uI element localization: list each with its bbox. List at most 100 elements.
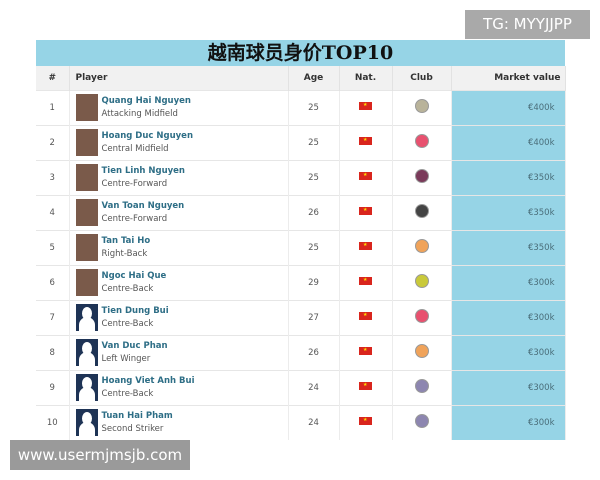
player-cell: Van Toan Nguyen Centre-Forward — [69, 194, 289, 230]
age: 26 — [288, 194, 340, 230]
club-crest-icon[interactable] — [414, 344, 429, 358]
table-row: 1 Quang Hai Nguyen Attacking Midfield 25… — [36, 89, 566, 125]
market-value[interactable]: €400k — [451, 124, 566, 160]
market-value[interactable]: €350k — [451, 229, 566, 265]
nat-cell — [339, 89, 393, 125]
player-avatar[interactable] — [75, 234, 98, 261]
player-position: Second Striker — [101, 424, 164, 435]
player-cell: Tien Dung Bui Centre-Back — [69, 299, 289, 335]
club-cell — [392, 89, 452, 125]
vietnam-flag-icon — [359, 207, 372, 215]
vietnam-flag-icon — [359, 347, 372, 355]
player-position: Attacking Midfield — [101, 109, 178, 119]
market-value-table-panel: 越南球员身价TOP10 # Player Age Nat. Club Marke… — [36, 40, 566, 440]
rank: 2 — [36, 124, 70, 160]
header-player[interactable]: Player — [69, 66, 289, 90]
rank: 4 — [36, 194, 70, 230]
player-name-link[interactable]: Hoang Viet Anh Bui — [101, 376, 195, 386]
age: 25 — [288, 159, 340, 195]
club-crest-icon[interactable] — [414, 309, 429, 323]
club-crest-icon[interactable] — [414, 274, 429, 288]
header-rank[interactable]: # — [36, 66, 70, 90]
player-avatar[interactable] — [75, 269, 98, 296]
header-club[interactable]: Club — [392, 66, 452, 90]
market-value[interactable]: €350k — [451, 159, 566, 195]
player-cell: Tien Linh Nguyen Centre-Forward — [69, 159, 289, 195]
market-value[interactable]: €300k — [451, 264, 566, 300]
nat-cell — [339, 194, 393, 230]
club-crest-icon[interactable] — [414, 99, 429, 113]
market-value[interactable]: €350k — [451, 194, 566, 230]
nat-cell — [339, 334, 393, 370]
player-avatar[interactable] — [75, 409, 98, 437]
market-value[interactable]: €400k — [451, 89, 566, 125]
header-row: # Player Age Nat. Club Market value — [36, 66, 566, 90]
rank: 9 — [36, 369, 70, 405]
club-crest-icon[interactable] — [414, 134, 429, 148]
club-crest-icon[interactable] — [414, 204, 429, 218]
table-row: 4 Van Toan Nguyen Centre-Forward 26 €350… — [36, 194, 566, 230]
player-avatar[interactable] — [75, 129, 98, 156]
watermark: www.usermjmsjb.com — [10, 440, 190, 470]
club-cell — [392, 229, 452, 265]
player-name-link[interactable]: Quang Hai Nguyen — [101, 96, 191, 106]
header-market-value[interactable]: Market value — [451, 66, 566, 90]
table-row: 2 Hoang Duc Nguyen Central Midfield 25 €… — [36, 124, 566, 160]
club-cell — [392, 194, 452, 230]
player-position: Right-Back — [101, 249, 148, 259]
table-row: 10 Tuan Hai Pham Second Striker 24 €300k — [36, 404, 566, 440]
table-title: 越南球员身价TOP10 — [36, 40, 565, 66]
nat-cell — [339, 229, 393, 265]
rank: 1 — [36, 89, 70, 125]
market-value[interactable]: €300k — [451, 404, 566, 440]
market-value[interactable]: €300k — [451, 369, 566, 405]
player-avatar[interactable] — [75, 94, 98, 121]
player-cell: Tan Tai Ho Right-Back — [69, 229, 289, 265]
player-cell: Quang Hai Nguyen Attacking Midfield — [69, 89, 289, 125]
player-position: Centre-Forward — [101, 214, 168, 224]
vietnam-flag-icon — [359, 312, 372, 320]
club-cell — [392, 264, 452, 300]
player-name-link[interactable]: Tien Dung Bui — [101, 306, 169, 316]
player-name-link[interactable]: Tuan Hai Pham — [101, 411, 173, 422]
vietnam-flag-icon — [359, 417, 372, 426]
market-value[interactable]: €300k — [451, 334, 566, 370]
rank: 8 — [36, 334, 70, 370]
player-avatar[interactable] — [75, 374, 98, 401]
club-crest-icon[interactable] — [414, 414, 429, 429]
club-crest-icon[interactable] — [414, 379, 429, 393]
player-avatar[interactable] — [75, 304, 98, 331]
player-name-link[interactable]: Ngoc Hai Que — [101, 271, 167, 281]
club-crest-icon[interactable] — [414, 169, 429, 183]
player-name-link[interactable]: Van Toan Nguyen — [101, 201, 185, 211]
player-name-link[interactable]: Van Duc Phan — [101, 341, 168, 351]
vietnam-flag-icon — [359, 382, 372, 390]
header-age[interactable]: Age — [288, 66, 340, 90]
club-cell — [392, 334, 452, 370]
player-name-link[interactable]: Tan Tai Ho — [101, 236, 151, 246]
header-nat[interactable]: Nat. — [339, 66, 393, 90]
tg-badge: TG: MYYJJPP — [465, 10, 590, 39]
player-name-link[interactable]: Tien Linh Nguyen — [101, 166, 186, 176]
table-row: 7 Tien Dung Bui Centre-Back 27 €300k — [36, 299, 566, 335]
vietnam-flag-icon — [359, 242, 372, 250]
market-value[interactable]: €300k — [451, 299, 566, 335]
player-name-link[interactable]: Hoang Duc Nguyen — [101, 131, 194, 141]
table-row: 6 Ngoc Hai Que Centre-Back 29 €300k — [36, 264, 566, 300]
player-position: Centre-Forward — [101, 179, 168, 189]
vietnam-flag-icon — [359, 172, 372, 180]
player-avatar[interactable] — [75, 164, 98, 191]
nat-cell — [339, 264, 393, 300]
player-avatar[interactable] — [75, 339, 98, 366]
player-cell: Tuan Hai Pham Second Striker — [69, 404, 289, 440]
club-cell — [392, 404, 452, 440]
age: 25 — [288, 229, 340, 265]
table-row: 8 Van Duc Phan Left Winger 26 €300k — [36, 334, 566, 370]
table-row: 3 Tien Linh Nguyen Centre-Forward 25 €35… — [36, 159, 566, 195]
player-position: Centre-Back — [101, 319, 154, 329]
age: 24 — [288, 404, 340, 440]
player-avatar[interactable] — [75, 199, 98, 226]
table-row: 9 Hoang Viet Anh Bui Centre-Back 24 €300… — [36, 369, 566, 405]
player-position: Centre-Back — [101, 389, 154, 399]
club-crest-icon[interactable] — [414, 239, 429, 253]
